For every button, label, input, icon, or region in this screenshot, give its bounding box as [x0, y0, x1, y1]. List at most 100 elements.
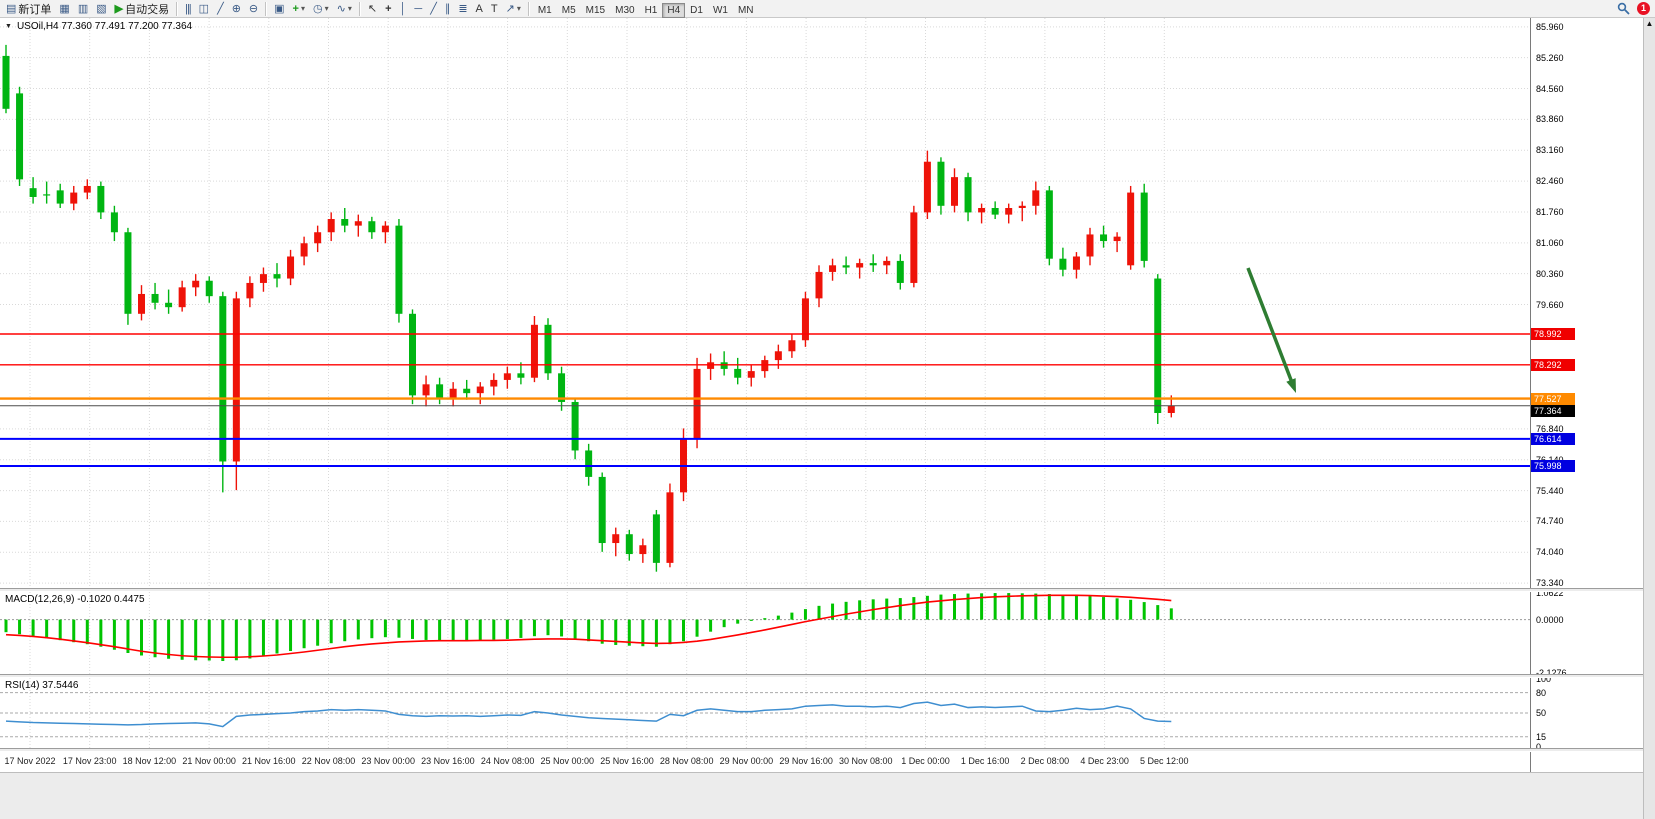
- price-scale[interactable]: 85.960 85.260 84.560 83.860 83.160 82.460 81.7…: [1530, 18, 1643, 772]
- timeframe-m5[interactable]: M5: [557, 3, 581, 18]
- price-level-badge: 77.364: [1531, 404, 1575, 417]
- crosshair-button[interactable]: +: [381, 1, 395, 17]
- panel-separator[interactable]: [0, 748, 1655, 752]
- panel-separator[interactable]: [0, 674, 1655, 678]
- panel-separator[interactable]: [0, 588, 1655, 592]
- price-tick: 74.040: [1536, 547, 1564, 558]
- toolbar-separator: [176, 1, 179, 16]
- trendline-icon: ╱: [430, 2, 437, 15]
- period-button[interactable]: ◷ ▾: [309, 1, 333, 17]
- timeframe-m1[interactable]: M1: [533, 3, 557, 18]
- macd-panel[interactable]: MACD(12,26,9) -0.1020 0.4475: [0, 592, 1530, 674]
- price-tick: 76.840: [1536, 423, 1564, 434]
- price-tick: 75.440: [1536, 485, 1564, 496]
- time-label: 2 Dec 08:00: [1020, 756, 1070, 766]
- label-button[interactable]: T: [487, 1, 502, 17]
- text-icon: A: [475, 2, 483, 15]
- timeframe-h1[interactable]: H1: [640, 3, 663, 18]
- text-button[interactable]: A: [472, 1, 487, 17]
- timeframe-d1[interactable]: D1: [685, 3, 708, 18]
- chart-window-icon: ▦: [59, 2, 70, 15]
- time-label: 4 Dec 23:00: [1080, 756, 1129, 766]
- price-level-badge: 75.998: [1531, 459, 1575, 472]
- timeframe-h4[interactable]: H4: [662, 2, 686, 18]
- scroll-up-icon[interactable]: ▲: [1645, 19, 1654, 28]
- auto-trading-label: 自动交易: [125, 3, 170, 16]
- timeframe-w1[interactable]: W1: [708, 3, 733, 18]
- status-strip: [0, 772, 1655, 819]
- price-level-badge: 78.292: [1531, 358, 1575, 371]
- channel-icon: ∥: [444, 2, 451, 15]
- line-chart-button[interactable]: ╱: [213, 1, 228, 17]
- chevron-down-icon: ▾: [324, 4, 329, 13]
- rsi-panel[interactable]: RSI(14) 37.5446: [0, 678, 1530, 748]
- search-button[interactable]: [1613, 1, 1634, 17]
- label-icon: T: [490, 2, 498, 15]
- add-object-icon: +: [292, 2, 299, 15]
- price-level-badge: 76.614: [1531, 432, 1575, 445]
- arrow-object-icon: ↗: [505, 2, 515, 15]
- price-tick: 85.260: [1536, 52, 1564, 63]
- price-tick: 74.740: [1536, 516, 1564, 527]
- rsi-scale-tick: 50: [1536, 708, 1547, 718]
- vertical-line-button[interactable]: │: [396, 1, 411, 17]
- main-chart[interactable]: ▼ USOil,H4 77.360 77.491 77.200 77.364: [0, 18, 1530, 588]
- time-label: 29 Nov 16:00: [779, 756, 833, 766]
- time-label: 1 Dec 00:00: [901, 756, 950, 766]
- new-order-label: 新订单: [18, 3, 52, 16]
- macd-scale-tick: -2.1276: [1536, 668, 1567, 678]
- time-label: 25 Nov 16:00: [600, 756, 654, 766]
- time-label: 1 Dec 16:00: [960, 756, 1010, 766]
- indicators-button[interactable]: ∿ ▾: [333, 1, 356, 17]
- timeframe-m15[interactable]: M15: [581, 3, 610, 18]
- cursor-button[interactable]: ↖: [364, 1, 381, 17]
- price-tick: 83.160: [1536, 145, 1564, 156]
- timeframe-m30[interactable]: M30: [610, 3, 639, 18]
- bar-chart-button[interactable]: |||: [181, 1, 195, 17]
- time-axis[interactable]: 17 Nov 2022 17 Nov 23:00 18 Nov 12:00 21 No…: [0, 752, 1530, 772]
- chart-window-button[interactable]: ▦: [55, 1, 73, 17]
- time-label: 28 Nov 08:00: [659, 756, 714, 766]
- candlestick-canvas[interactable]: [0, 18, 1530, 588]
- zoom-out-button[interactable]: ⊖: [245, 1, 262, 17]
- arrow-object-button[interactable]: ↗ ▾: [502, 1, 525, 17]
- vertical-scrollbar[interactable]: ▲: [1643, 18, 1655, 819]
- tile-windows-button[interactable]: ▣: [270, 1, 288, 17]
- chart-header: ▼ USOil,H4 77.360 77.491 77.200 77.364: [5, 21, 192, 32]
- zoom-in-button[interactable]: ⊕: [228, 1, 245, 17]
- timeframe-mn[interactable]: MN: [733, 3, 759, 18]
- channel-button[interactable]: ∥: [441, 1, 455, 17]
- new-order-button[interactable]: ▤ 新订单: [2, 1, 55, 17]
- toolbar: ▤ 新订单 ▦ ▥ ▧ ▶ 自动交易 ||| ◫ ╱ ⊕ ⊖ ▣ + ▾ ◷ ▾ ∿…: [0, 0, 1655, 18]
- price-level-badge: 77.527: [1531, 392, 1575, 405]
- rsi-scale-tick: 15: [1536, 731, 1547, 742]
- time-label: 5 Dec 12:00: [1140, 756, 1189, 766]
- data-window-button[interactable]: ▧: [92, 1, 110, 17]
- price-tick: 81.060: [1536, 237, 1564, 248]
- time-label: 23 Nov 00:00: [361, 756, 415, 766]
- time-label: 17 Nov 2022: [4, 756, 56, 766]
- price-level-badge: 78.992: [1531, 327, 1575, 340]
- zoom-out-icon: ⊖: [248, 2, 259, 15]
- add-object-button[interactable]: + ▾: [289, 1, 309, 17]
- bar-chart-icon: |||: [185, 2, 192, 15]
- cursor-icon: ↖: [367, 2, 378, 15]
- tile-windows-icon: ▣: [274, 2, 285, 15]
- market-depth-button[interactable]: ▥: [74, 1, 92, 17]
- notification-badge[interactable]: 1: [1637, 2, 1650, 15]
- price-tick: 81.760: [1536, 206, 1564, 217]
- candle-chart-button[interactable]: ◫: [195, 1, 213, 17]
- auto-trading-button[interactable]: ▶ 自动交易: [111, 1, 173, 17]
- time-label: 17 Nov 23:00: [62, 756, 117, 766]
- toolbar-separator: [527, 1, 530, 16]
- trendline-button[interactable]: ╱: [426, 1, 441, 17]
- search-icon: [1617, 2, 1630, 15]
- collapse-panel-icon[interactable]: ▼: [5, 23, 12, 30]
- time-label: 25 Nov 00:00: [540, 756, 595, 766]
- time-label: 23 Nov 16:00: [421, 756, 475, 766]
- auto-trading-play-icon: ▶: [114, 2, 124, 15]
- horizontal-line-button[interactable]: ─: [410, 1, 426, 17]
- timeframe-buttons: M1 M5 M15 M30 H1 H4 D1 W1 MN: [533, 0, 759, 18]
- fibonacci-button[interactable]: ≣: [454, 1, 471, 17]
